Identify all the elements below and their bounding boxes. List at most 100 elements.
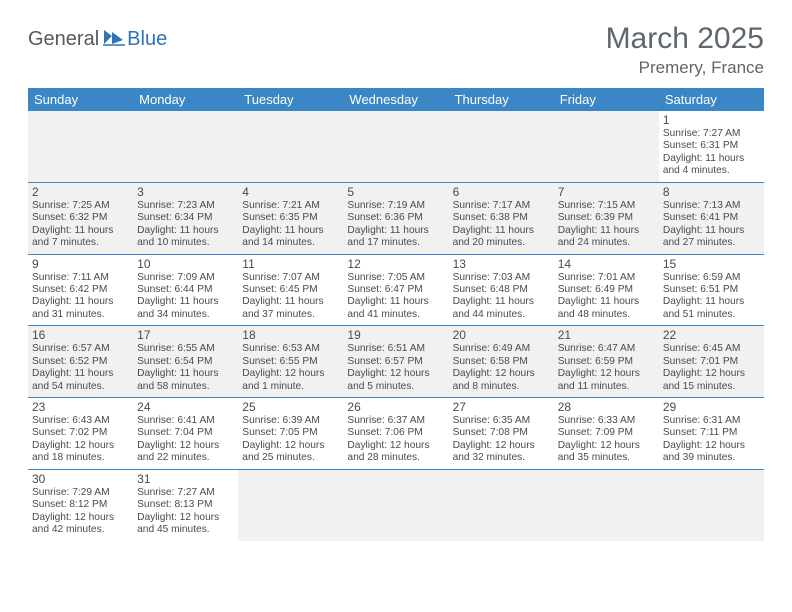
calendar-cell: 8Sunrise: 7:13 AMSunset: 6:41 PMDaylight… bbox=[659, 182, 764, 254]
weekday-header: Monday bbox=[133, 88, 238, 111]
calendar-row: 23Sunrise: 6:43 AMSunset: 7:02 PMDayligh… bbox=[28, 398, 764, 470]
calendar-cell: 28Sunrise: 6:33 AMSunset: 7:09 PMDayligh… bbox=[554, 398, 659, 470]
daylight-text: Daylight: 11 hours and 14 minutes. bbox=[242, 225, 339, 250]
calendar-cell: 15Sunrise: 6:59 AMSunset: 6:51 PMDayligh… bbox=[659, 254, 764, 326]
day-info: Sunrise: 6:39 AMSunset: 7:05 PMDaylight:… bbox=[242, 415, 339, 465]
day-number: 7 bbox=[558, 185, 655, 199]
weekday-header: Sunday bbox=[28, 88, 133, 111]
sunrise-text: Sunrise: 6:43 AM bbox=[32, 415, 129, 427]
sunset-text: Sunset: 6:39 PM bbox=[558, 212, 655, 224]
sunrise-text: Sunrise: 6:49 AM bbox=[453, 343, 550, 355]
day-number: 31 bbox=[137, 472, 234, 486]
sunrise-text: Sunrise: 7:27 AM bbox=[137, 487, 234, 499]
day-number: 28 bbox=[558, 400, 655, 414]
day-info: Sunrise: 7:01 AMSunset: 6:49 PMDaylight:… bbox=[558, 272, 655, 322]
daylight-text: Daylight: 11 hours and 51 minutes. bbox=[663, 296, 760, 321]
day-info: Sunrise: 7:23 AMSunset: 6:34 PMDaylight:… bbox=[137, 200, 234, 250]
calendar-cell bbox=[28, 111, 133, 182]
day-info: Sunrise: 7:19 AMSunset: 6:36 PMDaylight:… bbox=[347, 200, 444, 250]
daylight-text: Daylight: 11 hours and 37 minutes. bbox=[242, 296, 339, 321]
sunrise-text: Sunrise: 6:31 AM bbox=[663, 415, 760, 427]
sunrise-text: Sunrise: 7:17 AM bbox=[453, 200, 550, 212]
day-number: 5 bbox=[347, 185, 444, 199]
day-info: Sunrise: 6:51 AMSunset: 6:57 PMDaylight:… bbox=[347, 343, 444, 393]
calendar-cell: 30Sunrise: 7:29 AMSunset: 8:12 PMDayligh… bbox=[28, 469, 133, 540]
sunset-text: Sunset: 6:47 PM bbox=[347, 284, 444, 296]
day-info: Sunrise: 6:41 AMSunset: 7:04 PMDaylight:… bbox=[137, 415, 234, 465]
weekday-header: Thursday bbox=[449, 88, 554, 111]
calendar-cell: 21Sunrise: 6:47 AMSunset: 6:59 PMDayligh… bbox=[554, 326, 659, 398]
calendar-row: 1Sunrise: 7:27 AMSunset: 6:31 PMDaylight… bbox=[28, 111, 764, 182]
calendar-cell: 11Sunrise: 7:07 AMSunset: 6:45 PMDayligh… bbox=[238, 254, 343, 326]
sunrise-text: Sunrise: 7:11 AM bbox=[32, 272, 129, 284]
flag-icon bbox=[103, 28, 125, 51]
daylight-text: Daylight: 12 hours and 1 minute. bbox=[242, 368, 339, 393]
day-number: 26 bbox=[347, 400, 444, 414]
sunrise-text: Sunrise: 7:09 AM bbox=[137, 272, 234, 284]
day-number: 8 bbox=[663, 185, 760, 199]
day-number: 24 bbox=[137, 400, 234, 414]
daylight-text: Daylight: 12 hours and 5 minutes. bbox=[347, 368, 444, 393]
logo-text-blue: Blue bbox=[127, 28, 167, 51]
calendar-cell: 26Sunrise: 6:37 AMSunset: 7:06 PMDayligh… bbox=[343, 398, 448, 470]
day-info: Sunrise: 7:07 AMSunset: 6:45 PMDaylight:… bbox=[242, 272, 339, 322]
sunset-text: Sunset: 7:04 PM bbox=[137, 427, 234, 439]
calendar-row: 16Sunrise: 6:57 AMSunset: 6:52 PMDayligh… bbox=[28, 326, 764, 398]
day-info: Sunrise: 6:31 AMSunset: 7:11 PMDaylight:… bbox=[663, 415, 760, 465]
daylight-text: Daylight: 11 hours and 17 minutes. bbox=[347, 225, 444, 250]
daylight-text: Daylight: 12 hours and 11 minutes. bbox=[558, 368, 655, 393]
sunrise-text: Sunrise: 7:03 AM bbox=[453, 272, 550, 284]
daylight-text: Daylight: 12 hours and 18 minutes. bbox=[32, 440, 129, 465]
daylight-text: Daylight: 11 hours and 7 minutes. bbox=[32, 225, 129, 250]
day-number: 17 bbox=[137, 328, 234, 342]
calendar-cell: 27Sunrise: 6:35 AMSunset: 7:08 PMDayligh… bbox=[449, 398, 554, 470]
daylight-text: Daylight: 12 hours and 45 minutes. bbox=[137, 512, 234, 537]
daylight-text: Daylight: 11 hours and 4 minutes. bbox=[663, 153, 760, 178]
daylight-text: Daylight: 11 hours and 44 minutes. bbox=[453, 296, 550, 321]
daylight-text: Daylight: 12 hours and 22 minutes. bbox=[137, 440, 234, 465]
day-number: 6 bbox=[453, 185, 550, 199]
logo: General Blue bbox=[28, 22, 167, 51]
daylight-text: Daylight: 12 hours and 8 minutes. bbox=[453, 368, 550, 393]
day-number: 18 bbox=[242, 328, 339, 342]
sunrise-text: Sunrise: 7:07 AM bbox=[242, 272, 339, 284]
sunrise-text: Sunrise: 7:01 AM bbox=[558, 272, 655, 284]
calendar-cell bbox=[343, 111, 448, 182]
calendar-cell: 14Sunrise: 7:01 AMSunset: 6:49 PMDayligh… bbox=[554, 254, 659, 326]
calendar-cell bbox=[554, 469, 659, 540]
day-info: Sunrise: 7:03 AMSunset: 6:48 PMDaylight:… bbox=[453, 272, 550, 322]
weekday-header-row: Sunday Monday Tuesday Wednesday Thursday… bbox=[28, 88, 764, 111]
sunset-text: Sunset: 6:58 PM bbox=[453, 356, 550, 368]
calendar-cell bbox=[449, 111, 554, 182]
calendar-page: General Blue March 2025 Premery, France … bbox=[0, 0, 792, 541]
daylight-text: Daylight: 11 hours and 31 minutes. bbox=[32, 296, 129, 321]
sunrise-text: Sunrise: 7:25 AM bbox=[32, 200, 129, 212]
sunset-text: Sunset: 7:06 PM bbox=[347, 427, 444, 439]
calendar-cell bbox=[238, 469, 343, 540]
day-info: Sunrise: 7:17 AMSunset: 6:38 PMDaylight:… bbox=[453, 200, 550, 250]
sunset-text: Sunset: 7:01 PM bbox=[663, 356, 760, 368]
calendar-cell: 29Sunrise: 6:31 AMSunset: 7:11 PMDayligh… bbox=[659, 398, 764, 470]
daylight-text: Daylight: 12 hours and 32 minutes. bbox=[453, 440, 550, 465]
sunrise-text: Sunrise: 6:33 AM bbox=[558, 415, 655, 427]
day-info: Sunrise: 6:43 AMSunset: 7:02 PMDaylight:… bbox=[32, 415, 129, 465]
day-number: 27 bbox=[453, 400, 550, 414]
daylight-text: Daylight: 11 hours and 34 minutes. bbox=[137, 296, 234, 321]
day-info: Sunrise: 6:57 AMSunset: 6:52 PMDaylight:… bbox=[32, 343, 129, 393]
day-number: 12 bbox=[347, 257, 444, 271]
calendar-cell bbox=[659, 469, 764, 540]
sunset-text: Sunset: 7:11 PM bbox=[663, 427, 760, 439]
calendar-cell: 31Sunrise: 7:27 AMSunset: 8:13 PMDayligh… bbox=[133, 469, 238, 540]
day-info: Sunrise: 6:37 AMSunset: 7:06 PMDaylight:… bbox=[347, 415, 444, 465]
day-number: 9 bbox=[32, 257, 129, 271]
sunset-text: Sunset: 8:12 PM bbox=[32, 499, 129, 511]
day-number: 22 bbox=[663, 328, 760, 342]
sunrise-text: Sunrise: 6:57 AM bbox=[32, 343, 129, 355]
calendar-cell: 25Sunrise: 6:39 AMSunset: 7:05 PMDayligh… bbox=[238, 398, 343, 470]
calendar-cell: 5Sunrise: 7:19 AMSunset: 6:36 PMDaylight… bbox=[343, 182, 448, 254]
day-info: Sunrise: 6:47 AMSunset: 6:59 PMDaylight:… bbox=[558, 343, 655, 393]
sunrise-text: Sunrise: 7:15 AM bbox=[558, 200, 655, 212]
sunset-text: Sunset: 6:38 PM bbox=[453, 212, 550, 224]
calendar-table: Sunday Monday Tuesday Wednesday Thursday… bbox=[28, 88, 764, 541]
calendar-row: 30Sunrise: 7:29 AMSunset: 8:12 PMDayligh… bbox=[28, 469, 764, 540]
